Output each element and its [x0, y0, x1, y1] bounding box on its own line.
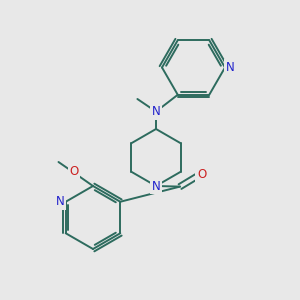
Text: N: N [56, 195, 65, 208]
Text: N: N [152, 105, 160, 118]
Text: O: O [69, 165, 78, 178]
Text: N: N [152, 179, 160, 193]
Text: N: N [226, 61, 235, 74]
Text: O: O [197, 168, 206, 182]
